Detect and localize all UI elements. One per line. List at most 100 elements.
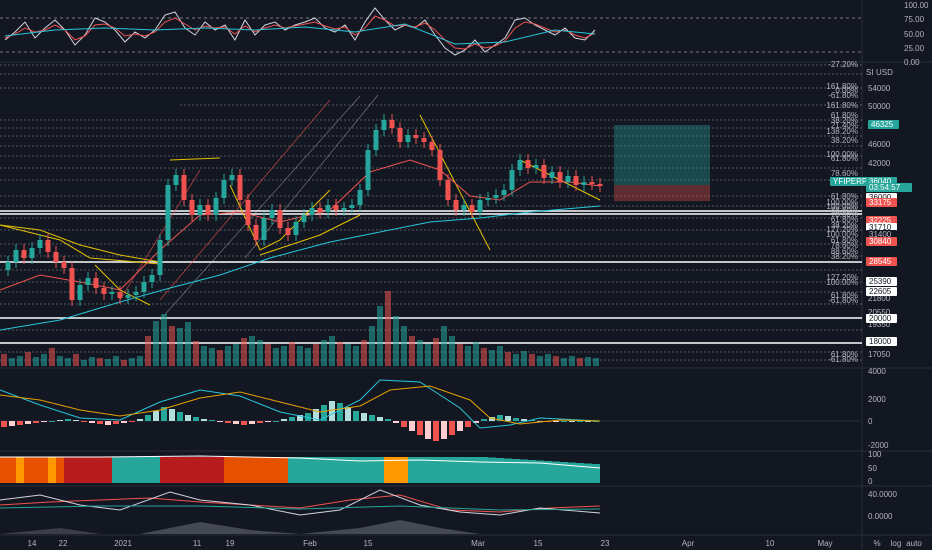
fib-level-label: 38.20% <box>831 136 858 145</box>
volume-bar <box>9 358 15 366</box>
volume-bar <box>425 344 431 366</box>
candle-body <box>477 200 483 212</box>
volume-bar <box>81 360 87 366</box>
candle-body <box>397 128 403 142</box>
trend-bar <box>568 462 576 483</box>
fib-level-label: 100.00% <box>826 278 858 287</box>
trend-bar <box>256 457 264 483</box>
candle-body <box>69 268 75 300</box>
trend-bar <box>488 457 496 483</box>
third-axis-tick: 50 <box>868 464 877 473</box>
trend-bar <box>448 457 456 483</box>
volume-bar <box>561 358 567 366</box>
macd-histogram-bar <box>73 420 79 421</box>
macd-histogram-bar <box>25 421 31 424</box>
trend-bar <box>584 463 592 483</box>
fib-level-label: 78.60% <box>831 169 858 178</box>
volume-bar <box>361 340 367 366</box>
trend-bar <box>512 459 520 483</box>
macd-axis-tick: 4000 <box>868 367 886 376</box>
volume-bar <box>401 326 407 366</box>
volume-bar <box>249 336 255 366</box>
svg-text:18000: 18000 <box>869 337 892 346</box>
macd-histogram-bar <box>497 415 503 421</box>
trend-bar <box>8 457 16 483</box>
trend-bar <box>136 457 144 483</box>
volume-bar <box>217 350 223 366</box>
volume-bar <box>329 336 335 366</box>
macd-histogram-bar <box>233 421 239 424</box>
macd-histogram-bar <box>313 409 319 421</box>
currency-label[interactable]: USD <box>876 68 893 77</box>
trend-bar <box>240 457 248 483</box>
trend-bar <box>72 457 80 483</box>
candle-body <box>237 175 243 200</box>
volume-bar <box>481 348 487 366</box>
macd-histogram-bar <box>289 417 295 421</box>
price-tag: 46325 <box>868 120 899 129</box>
scale-toggle-log[interactable]: log <box>891 539 902 548</box>
macd-histogram-bar <box>201 419 207 421</box>
trend-bar <box>320 457 328 483</box>
trend-bar <box>288 457 296 483</box>
candle-body <box>213 198 219 215</box>
fib-level-label: 88.60% <box>831 206 858 215</box>
volume-bar <box>505 352 511 366</box>
time-axis-tick: Apr <box>682 539 695 548</box>
volume-bar <box>233 344 239 366</box>
volume-bar <box>377 306 383 366</box>
trend-bar <box>192 457 200 483</box>
trend-bar <box>120 457 128 483</box>
candle-body <box>365 150 371 190</box>
candle-body <box>197 205 203 215</box>
macd-histogram-bar <box>65 419 71 421</box>
macd-histogram-bar <box>97 421 103 424</box>
trend-bar <box>208 457 216 483</box>
macd-histogram-bar <box>225 421 231 423</box>
macd-histogram-bar <box>129 421 135 422</box>
volume-bar <box>161 314 167 366</box>
candle-body <box>373 130 379 150</box>
candle-body <box>141 282 147 292</box>
fib-level-label: 61.80% <box>831 111 858 120</box>
trend-bar <box>272 457 280 483</box>
trend-bar <box>440 457 448 483</box>
candle-body <box>517 160 523 170</box>
volume-bar <box>1 354 7 366</box>
fib-level-label: 161.80% <box>826 82 858 91</box>
volume-bar <box>57 356 63 366</box>
fib-level-label: 0.00% <box>835 86 858 95</box>
candle-body <box>189 200 195 215</box>
volume-bar <box>201 346 207 366</box>
volume-bar <box>113 356 119 366</box>
fib-level-label: 61.80% <box>831 215 858 224</box>
volume-bar <box>305 348 311 366</box>
fib-level-label: 100.00% <box>826 230 858 239</box>
candle-body <box>61 262 67 268</box>
volume-bar <box>457 344 463 366</box>
svg-text:36000: 36000 <box>869 193 892 202</box>
rsi-axis-tick: 50.00 <box>904 30 925 39</box>
trend-bar <box>456 457 464 483</box>
fib-level-label: 127.20% <box>826 225 858 234</box>
candle-body <box>509 170 515 190</box>
scale-mode-label[interactable]: SI <box>866 68 874 77</box>
macd-histogram-bar <box>121 421 127 423</box>
volume-bar <box>345 344 351 366</box>
volume-bar <box>529 354 535 366</box>
macd-signal <box>0 385 601 425</box>
rsi-axis-tick: 0.00 <box>904 58 920 67</box>
volume-bar <box>25 352 31 366</box>
volume-bar <box>145 336 151 366</box>
rsi-line <box>4 7 596 56</box>
scale-toggle-%[interactable]: % <box>873 539 880 548</box>
price-tag: 25390 <box>866 277 897 286</box>
macd-histogram-bar <box>465 421 471 427</box>
volume-bar <box>129 358 135 366</box>
candle-body <box>5 262 11 270</box>
macd-histogram-bar <box>561 421 567 422</box>
fib-level-label: 38.20% <box>831 116 858 125</box>
macd-histogram-bar <box>449 421 455 435</box>
scale-toggle-auto[interactable]: auto <box>906 539 922 548</box>
